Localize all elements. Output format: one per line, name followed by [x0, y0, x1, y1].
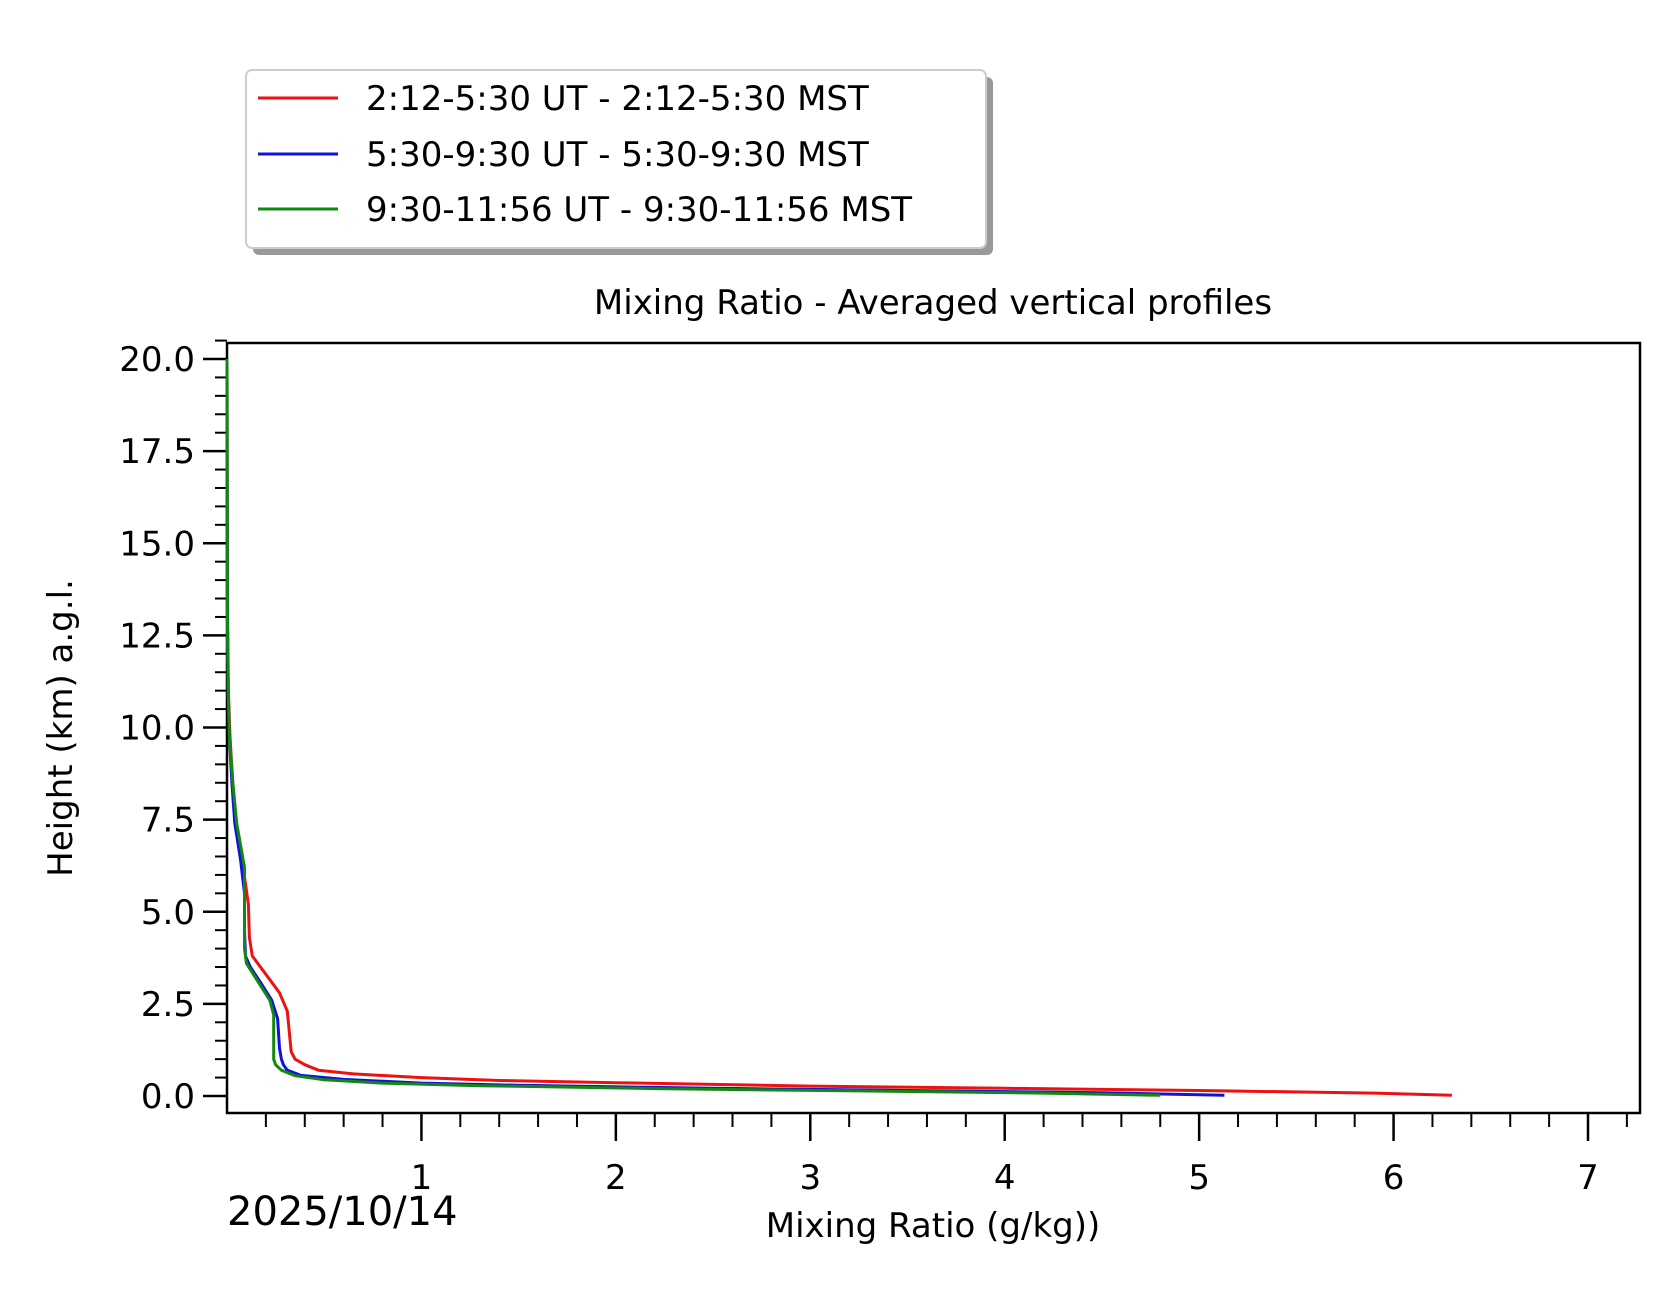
plot-frame: [225, 341, 1642, 1115]
y-tick-label: 5.0: [141, 893, 195, 933]
date-label: 2025/10/14: [227, 1189, 458, 1235]
x-tick-label: 1: [411, 1158, 433, 1198]
y-tick-label: 15.0: [119, 524, 195, 564]
legend-label-0: 2:12-5:30 UT - 2:12-5:30 MST: [366, 79, 869, 119]
y-tick-label: 20.0: [119, 340, 195, 380]
y-axis-label: Height (km) a.g.l.: [41, 579, 81, 877]
legend-label-1: 5:30-9:30 UT - 5:30-9:30 MST: [366, 135, 869, 175]
y-tick-label: 17.5: [119, 432, 195, 472]
x-tick-label: 5: [1188, 1158, 1210, 1198]
legend-label-2: 9:30-11:56 UT - 9:30-11:56 MST: [366, 190, 912, 230]
y-axis: 0.0 2.5 5.0 7.5 10.0 12.5 15.0 17.5 20.0: [119, 339, 227, 1117]
x-tick-label: 7: [1577, 1158, 1599, 1198]
y-tick-label: 0.0: [141, 1077, 195, 1117]
x-axis-label: Mixing Ratio (g/kg)): [766, 1206, 1101, 1246]
x-tick-label: 2: [605, 1158, 627, 1198]
y-tick-label: 7.5: [141, 801, 195, 841]
series-layer: [225, 358, 1452, 1097]
y-tick-label: 10.0: [119, 709, 195, 749]
y-tick-label: 2.5: [141, 985, 195, 1025]
series-line-1: [225, 358, 1225, 1097]
x-tick-label: 6: [1383, 1158, 1405, 1198]
series-line-0: [225, 358, 1452, 1097]
x-tick-label: 4: [994, 1158, 1016, 1198]
x-axis: 1 2 3 4 5 6 7: [264, 1113, 1628, 1198]
chart-title: Mixing Ratio - Averaged vertical profile…: [594, 283, 1272, 323]
x-tick-label: 3: [799, 1158, 821, 1198]
legend-box: [245, 69, 987, 249]
y-tick-label: 12.5: [119, 616, 195, 656]
series-line-2: [225, 358, 1161, 1097]
legend: 2:12-5:30 UT - 2:12-5:30 MST 5:30-9:30 U…: [245, 69, 993, 255]
